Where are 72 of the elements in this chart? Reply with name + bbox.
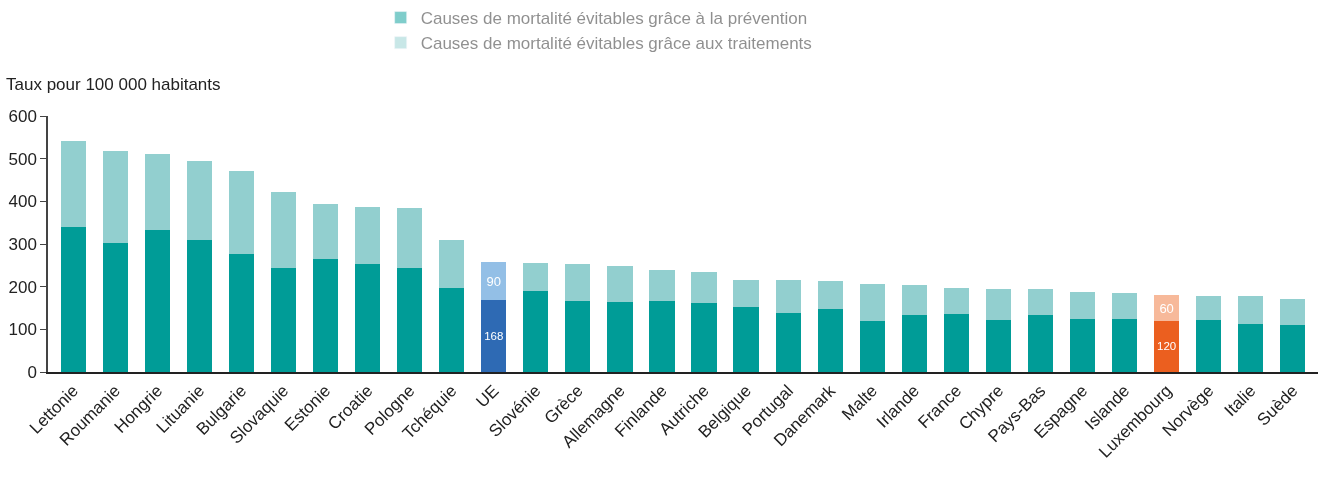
data-label: 90: [486, 273, 501, 289]
bar: [607, 302, 633, 372]
bar: [565, 264, 591, 302]
bar: [1238, 296, 1264, 325]
bar: [354, 206, 381, 265]
bar: [397, 207, 423, 268]
bar: [523, 291, 549, 372]
bar: [60, 226, 86, 372]
bar: [649, 270, 675, 302]
bar: [270, 267, 297, 372]
y-tick-label: 0: [27, 362, 37, 382]
bar: [186, 240, 213, 372]
bar: [1027, 289, 1054, 316]
bar: [1069, 319, 1096, 372]
legend-label: Causes de mortalité évitables grâce aux traitements: [420, 34, 812, 54]
bar: [312, 258, 339, 372]
bar: [901, 284, 927, 316]
bar: [1196, 319, 1222, 372]
bar: [144, 153, 170, 230]
bar: [1238, 324, 1264, 372]
bar: [397, 267, 423, 372]
bar: [1280, 325, 1306, 372]
bar: [1027, 315, 1054, 372]
bar: [1196, 295, 1222, 320]
bar: [733, 307, 759, 372]
bar: [186, 161, 213, 241]
data-label: 120: [1157, 340, 1177, 353]
bar: [228, 171, 255, 255]
bar: [228, 254, 255, 372]
bar: [985, 289, 1012, 320]
data-label: 168: [484, 330, 504, 343]
bar: [60, 140, 86, 227]
data-label: 60: [1159, 300, 1174, 316]
bar: [312, 204, 339, 259]
bar: [481, 300, 507, 372]
bar: [439, 288, 465, 372]
bar: [859, 284, 885, 321]
bar: [1280, 299, 1306, 326]
bar: [354, 264, 381, 372]
bar: [775, 312, 801, 372]
bar: [649, 301, 675, 372]
y-tick-label: 300: [8, 234, 37, 254]
bar: [691, 302, 717, 372]
bar: [144, 229, 170, 372]
bar: [1111, 293, 1138, 320]
bar: [943, 313, 969, 372]
bar: [775, 280, 801, 313]
bar: [102, 242, 128, 372]
bar: [439, 240, 465, 289]
bar: [943, 287, 969, 314]
bar: [102, 150, 128, 243]
y-tick-label: 600: [8, 106, 37, 126]
y-tick-label: 200: [8, 277, 37, 297]
bar: [1111, 319, 1138, 372]
bar: [733, 280, 759, 308]
bar: [691, 272, 717, 303]
y-tick-label: 500: [8, 149, 37, 169]
bar: [607, 266, 633, 303]
bar: [523, 263, 549, 292]
bar: [1153, 320, 1180, 372]
legend-label: Causes de mortalité évitables grâce à la prévention: [420, 9, 808, 29]
bar: [565, 301, 591, 372]
bar: [901, 315, 927, 372]
bar: [859, 320, 885, 372]
bar: [817, 281, 843, 310]
bar: [817, 309, 843, 372]
y-tick-label: 400: [8, 192, 37, 212]
bar: [985, 319, 1012, 372]
y-axis-title: Taux pour 100 000 habitants: [6, 75, 221, 94]
bar: [1069, 292, 1096, 320]
bar: [270, 192, 297, 268]
y-tick-label: 100: [8, 320, 37, 340]
